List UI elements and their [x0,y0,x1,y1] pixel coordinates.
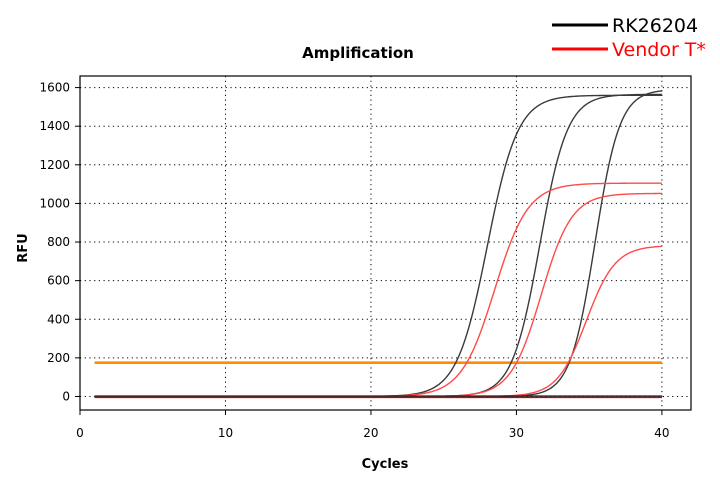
grid [80,76,691,410]
y-tick-label: 800 [47,235,70,249]
amplification-curve [94,245,662,398]
series-layer [94,90,662,399]
y-tick-label: 600 [47,274,70,288]
y-tick-label: 1200 [39,158,70,172]
y-tick-label: 400 [47,312,70,326]
amplification-curve [94,93,662,398]
amplification-curve [94,94,662,398]
tick-layer: 0 200 400 600 800 1000 1200 1400 1600 0 10 20 30 40 [39,81,669,440]
amplification-curve [94,90,662,398]
x-tick-label: 0 [76,426,84,440]
amplification-curve [94,182,662,398]
chart-title: Amplification [302,44,414,62]
y-axis-title: RFU [16,233,31,262]
amplification-curve [94,192,662,398]
plot-frame [79,75,692,411]
legend-label: RK26204 [612,15,698,37]
y-tick-label: 1000 [39,196,70,210]
y-tick-label: 0 [62,389,70,403]
y-tick-label: 1600 [39,81,70,95]
legend-label: Vendor T* [612,39,706,61]
x-tick-label: 10 [218,426,233,440]
x-tick-label: 40 [654,426,669,440]
x-tick-label: 20 [363,426,378,440]
y-tick-label: 200 [47,351,70,365]
y-tick-label: 1400 [39,119,70,133]
x-tick-label: 30 [509,426,524,440]
x-axis-title: Cycles [362,457,409,472]
